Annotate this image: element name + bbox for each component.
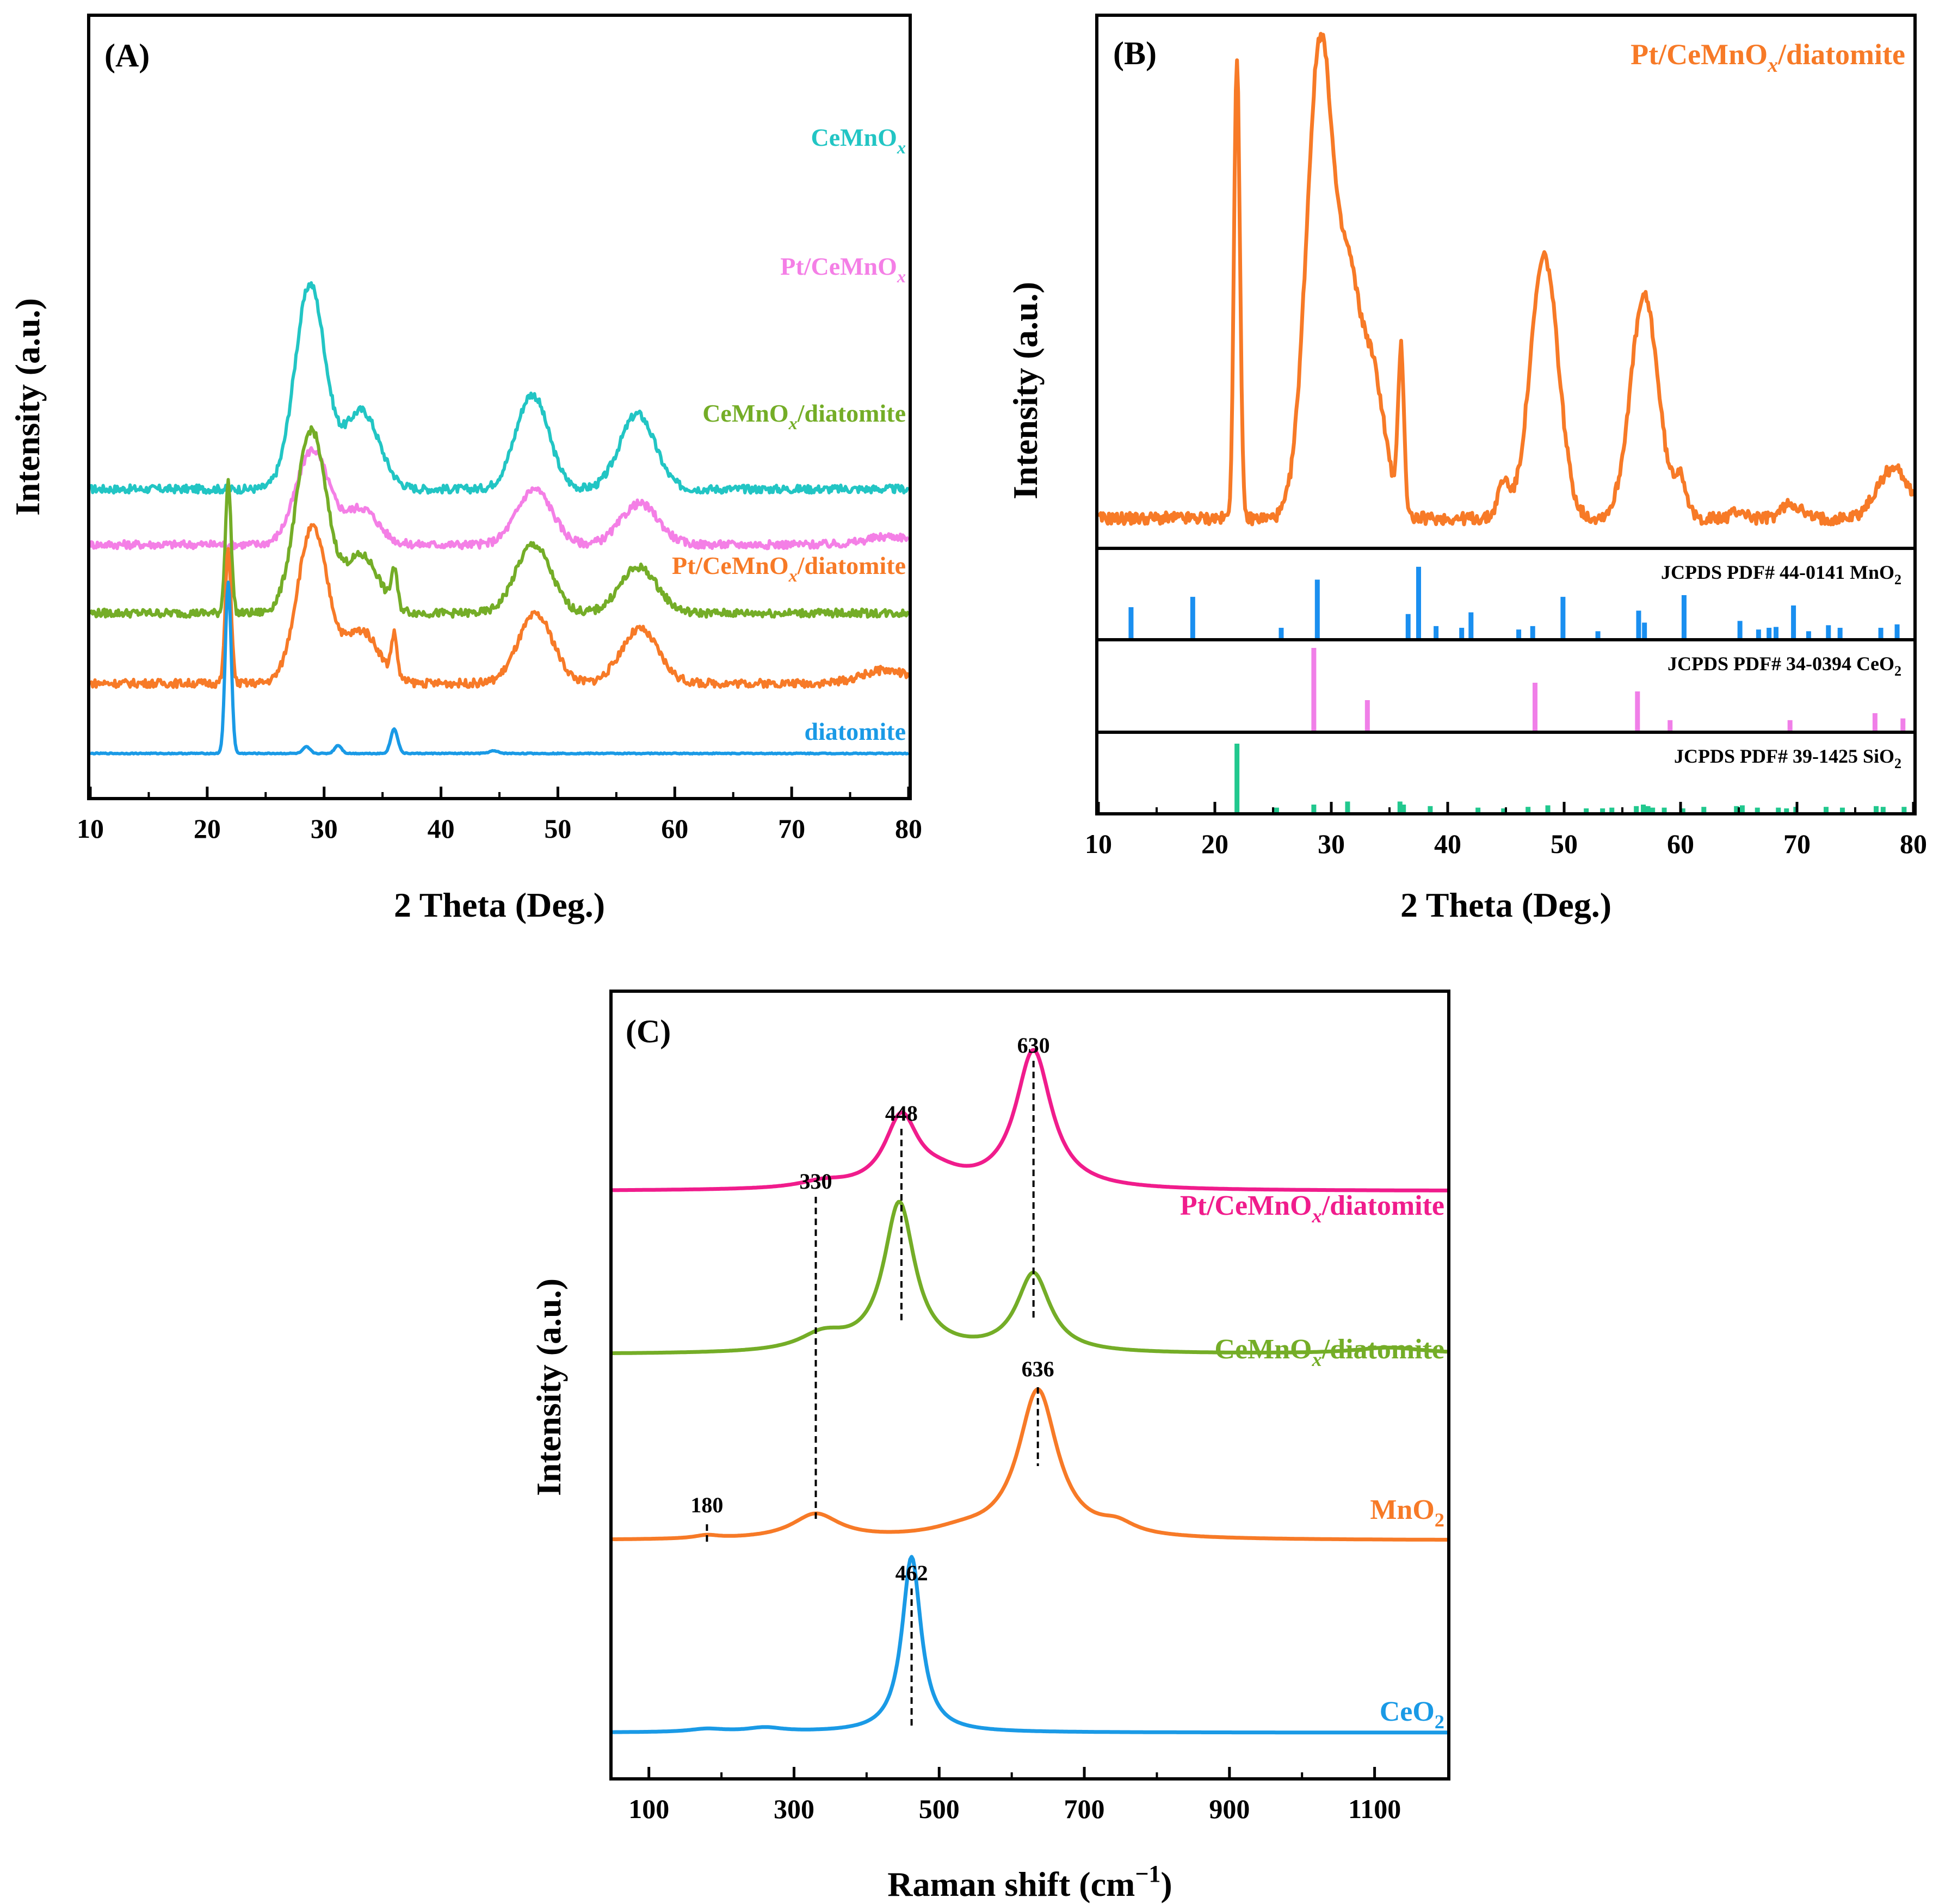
panel-c-peak-label-448: 448 (885, 1101, 918, 1126)
panel-a-x-tick-label-30: 30 (311, 813, 338, 844)
panel-a-label: (A) (104, 38, 150, 73)
panel-c-series-1 (612, 1200, 1448, 1355)
panel-b-x-tick-label-40: 40 (1434, 829, 1461, 859)
panel-c-peak-label-330: 330 (799, 1169, 832, 1194)
panel-c-series-label-0: Pt/CeMnOx/diatomite (1180, 1190, 1444, 1227)
panel-b-pattern-curve (1097, 32, 1916, 527)
panel-a-series-2 (89, 425, 910, 619)
panel-c-series-0 (612, 1048, 1448, 1192)
panel-b-ref-label-2: JCPDS PDF# 39-1425 SiO2 (1674, 745, 1901, 771)
panel-c-peak-annotations: 630 448 330 636 180 462 (690, 1033, 1054, 1727)
panel-b-x-tick-label-50: 50 (1551, 829, 1578, 859)
panel-a-series-3 (89, 523, 910, 689)
panel-a-series-label-0: CeMnOx (811, 123, 906, 157)
panel-b-x-tick-label-80: 80 (1900, 829, 1927, 859)
panel-c: 630 448 330 636 180 462 100 300 500 700 900 1100 P… (529, 990, 1450, 1903)
panel-c-x-tick-label-900: 900 (1209, 1794, 1250, 1824)
panel-a-series-1 (89, 446, 910, 551)
panel-a-x-tick-label-40: 40 (428, 813, 455, 844)
panel-c-curves (612, 1048, 1448, 1735)
panel-a-x-tick-label-50: 50 (544, 813, 571, 844)
panel-b-pattern (1097, 32, 1916, 527)
panel-a-y-axis-title: Intensity (a.u.) (8, 298, 47, 516)
panel-b-labels: Pt/CeMnOx/diatomite JCPDS PDF# 44-0141 Mn… (1631, 38, 1905, 771)
panel-a-series-labels: CeMnOx Pt/CeMnOx CeMnOx/diatomite Pt/CeMnOx… (672, 123, 906, 745)
panel-b-ref-label-0: JCPDS PDF# 44-0141 MnO2 (1661, 561, 1901, 588)
panel-a-x-axis-title: 2 Theta (Deg.) (394, 886, 605, 924)
panel-a: 10 20 30 40 50 60 70 80 CeMnOx Pt/CeMnOx CeMnOx/d… (8, 14, 922, 924)
panel-c-x-tick-label-300: 300 (774, 1794, 814, 1824)
panel-c-peak-label-636: 636 (1022, 1357, 1054, 1381)
panel-a-x-tick-label-60: 60 (661, 813, 688, 844)
panel-c-series-2 (612, 1387, 1448, 1542)
panel-a-series-label-4: diatomite (804, 718, 906, 745)
panel-b-x-tick-label-30: 30 (1318, 829, 1345, 859)
panel-a-x-tick-label-10: 10 (77, 813, 104, 844)
panel-b: 10 20 30 40 50 60 70 80 Pt/CeMnOx/diatomite JCPD… (1006, 14, 1927, 924)
panel-a-x-ticks: 10 20 30 40 50 60 70 80 (77, 787, 922, 844)
panel-b-x-ticks: 10 20 30 40 50 60 70 80 (1085, 802, 1927, 859)
panel-c-series-label-1: CeMnOx/diatomite (1214, 1334, 1444, 1370)
panel-c-x-tick-label-100: 100 (628, 1794, 669, 1824)
panel-b-x-tick-label-20: 20 (1201, 829, 1228, 859)
panel-b-pattern-label: Pt/CeMnOx/diatomite (1631, 38, 1905, 77)
panel-a-curves (89, 281, 910, 756)
panel-a-x-tick-label-80: 80 (895, 813, 922, 844)
panel-c-label: (C) (626, 1013, 671, 1049)
panel-c-x-ticks: 100 300 500 700 900 1100 (628, 1767, 1401, 1824)
panel-b-reference-lines (1128, 566, 1907, 812)
panel-a-x-tick-label-70: 70 (778, 813, 805, 844)
panel-b-x-tick-label-60: 60 (1667, 829, 1694, 859)
panel-b-label: (B) (1113, 35, 1157, 71)
panel-a-series-4 (90, 580, 910, 756)
panel-b-x-tick-label-70: 70 (1783, 829, 1811, 859)
panel-a-series-label-1: Pt/CeMnOx (780, 252, 906, 286)
panel-c-peak-label-630: 630 (1017, 1033, 1050, 1058)
panel-c-x-tick-label-500: 500 (919, 1794, 960, 1824)
panel-a-series-label-3: Pt/CeMnOx/diatomite (672, 552, 906, 585)
panel-b-y-axis-title: Intensity (a.u.) (1006, 282, 1045, 499)
panel-c-y-axis-title: Intensity (a.u.) (529, 1278, 568, 1496)
panel-c-series-3 (612, 1555, 1448, 1735)
panel-c-series-labels: Pt/CeMnOx/diatomite CeMnOx/diatomite MnO2 C… (1180, 1190, 1444, 1733)
panel-a-series-label-2: CeMnOx/diatomite (702, 399, 906, 433)
panel-a-x-tick-label-20: 20 (194, 813, 221, 844)
panel-c-frame (609, 990, 1450, 1781)
panel-c-x-tick-label-1100: 1100 (1348, 1794, 1401, 1824)
panel-b-x-axis-title: 2 Theta (Deg.) (1400, 886, 1611, 924)
panel-b-x-tick-label-10: 10 (1085, 829, 1112, 859)
panel-c-peak-label-462: 462 (896, 1561, 928, 1585)
panel-c-x-tick-label-700: 700 (1064, 1794, 1105, 1824)
panel-c-series-label-2: MnO2 (1370, 1494, 1444, 1531)
panel-c-x-axis-title: Raman shift (cm−1) (887, 1860, 1172, 1903)
panel-c-series-label-3: CeO2 (1380, 1696, 1444, 1733)
panel-b-ref-label-1: JCPDS PDF# 34-0394 CeO2 (1668, 653, 1901, 679)
panel-a-series-0 (90, 281, 910, 495)
panel-c-peak-label-180: 180 (690, 1493, 723, 1517)
panel-b-frame (1095, 14, 1917, 815)
